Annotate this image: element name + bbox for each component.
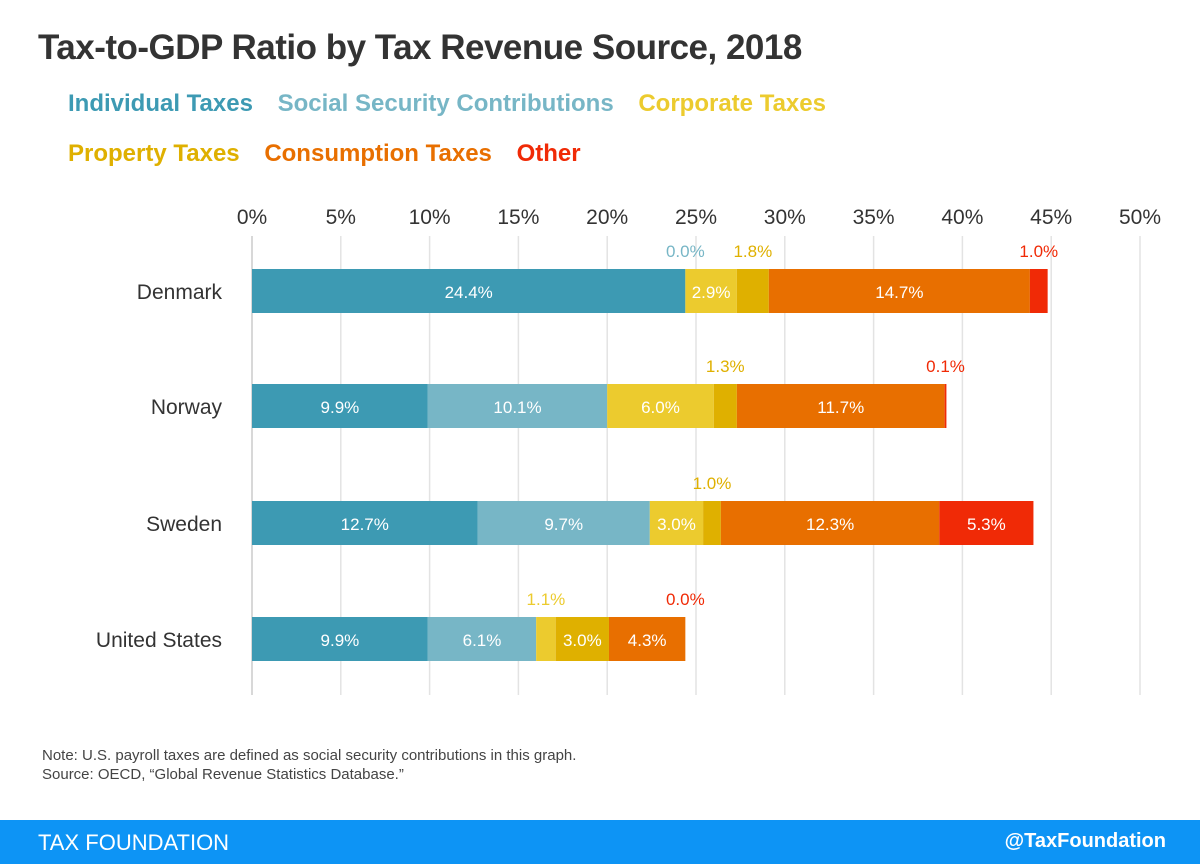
bar-segment [703, 501, 721, 545]
bar-segment [252, 501, 478, 545]
data-label: 0.0% [666, 242, 705, 261]
data-label: 0.1% [926, 357, 965, 376]
bar-segment [427, 617, 537, 661]
footer-bar: TAX FOUNDATION @TaxFoundation [0, 820, 1200, 864]
chart-title: Tax-to-GDP Ratio by Tax Revenue Source, … [38, 28, 802, 67]
data-label: 12.3% [806, 515, 854, 534]
bar-segment [252, 269, 686, 313]
x-tick-label: 35% [853, 206, 895, 229]
data-label: 10.1% [493, 398, 541, 417]
legend-corporate: Corporate Taxes [638, 90, 826, 117]
footer-brand: TAX FOUNDATION [38, 830, 230, 855]
x-tick-label: 40% [941, 206, 983, 229]
category-label: Denmark [137, 281, 223, 304]
data-label: 4.3% [628, 631, 667, 650]
bar-segment [607, 384, 714, 428]
bar-segment [477, 501, 650, 545]
legend-individual: Individual Taxes [68, 90, 253, 117]
data-label: 2.9% [692, 283, 731, 302]
legend-consumption: Consumption Taxes [264, 140, 492, 167]
legend-row-2: Property Taxes Consumption Taxes Other [68, 140, 599, 168]
data-label: 9.7% [544, 515, 583, 534]
bar-segment [608, 617, 686, 661]
legend-other: Other [516, 140, 581, 167]
bar-segment [427, 384, 608, 428]
bar-segment [649, 501, 704, 545]
source-text: Source: OECD, “Global Revenue Statistics… [42, 766, 404, 783]
data-label: 1.1% [527, 590, 566, 609]
data-label: 6.0% [641, 398, 680, 417]
bar-segment [1029, 269, 1048, 313]
data-label: 1.0% [1019, 242, 1058, 261]
data-label: 12.7% [341, 515, 389, 534]
data-label: 3.0% [657, 515, 696, 534]
x-tick-label: 10% [409, 206, 451, 229]
legend-property: Property Taxes [68, 140, 240, 167]
x-tick-label: 25% [675, 206, 717, 229]
x-tick-label: 15% [497, 206, 539, 229]
x-tick-label: 5% [326, 206, 356, 229]
data-label: 5.3% [967, 515, 1006, 534]
x-tick-label: 20% [586, 206, 628, 229]
data-label: 11.7% [817, 398, 864, 417]
data-label: 9.9% [321, 398, 360, 417]
note-text: Note: U.S. payroll taxes are defined as … [42, 747, 577, 764]
bar-segment [736, 384, 945, 428]
data-label: 3.0% [563, 631, 602, 650]
data-label: 14.7% [875, 283, 923, 302]
data-label: 6.1% [463, 631, 502, 650]
x-tick-label: 30% [764, 206, 806, 229]
data-label: 1.3% [706, 357, 745, 376]
chart-plot: 0% 5% 10% 15% 20% 25% 30% 35% 40% 45% 50% Denmark 24… [96, 206, 1161, 695]
data-label: 24.4% [445, 283, 493, 302]
data-label: 1.0% [693, 474, 732, 493]
legend-social-security: Social Security Contributions [277, 90, 614, 117]
bar-segment [944, 384, 947, 428]
data-label: 1.8% [733, 242, 772, 261]
x-tick-label: 0% [237, 206, 267, 229]
bar-segment [736, 269, 769, 313]
bar-segment [685, 269, 737, 313]
category-label: United States [96, 629, 222, 652]
legend-row-1: Individual Taxes Social Security Contrib… [68, 90, 844, 118]
x-tick-label: 45% [1030, 206, 1072, 229]
bar-segment [536, 617, 556, 661]
category-label: Sweden [146, 513, 222, 536]
data-label: 0.0% [666, 590, 705, 609]
bar-segment [252, 384, 428, 428]
bar-segment [713, 384, 737, 428]
bar-segment [720, 501, 940, 545]
category-label: Norway [151, 396, 223, 419]
chart-notes: Note: U.S. payroll taxes are defined as … [42, 746, 576, 784]
x-tick-label: 50% [1119, 206, 1161, 229]
bar-segment [555, 617, 609, 661]
data-label: 9.9% [321, 631, 360, 650]
footer-handle: @TaxFoundation [1004, 830, 1166, 852]
bar-segment [768, 269, 1030, 313]
bar-segment [252, 617, 428, 661]
bar-segment [939, 501, 1034, 545]
